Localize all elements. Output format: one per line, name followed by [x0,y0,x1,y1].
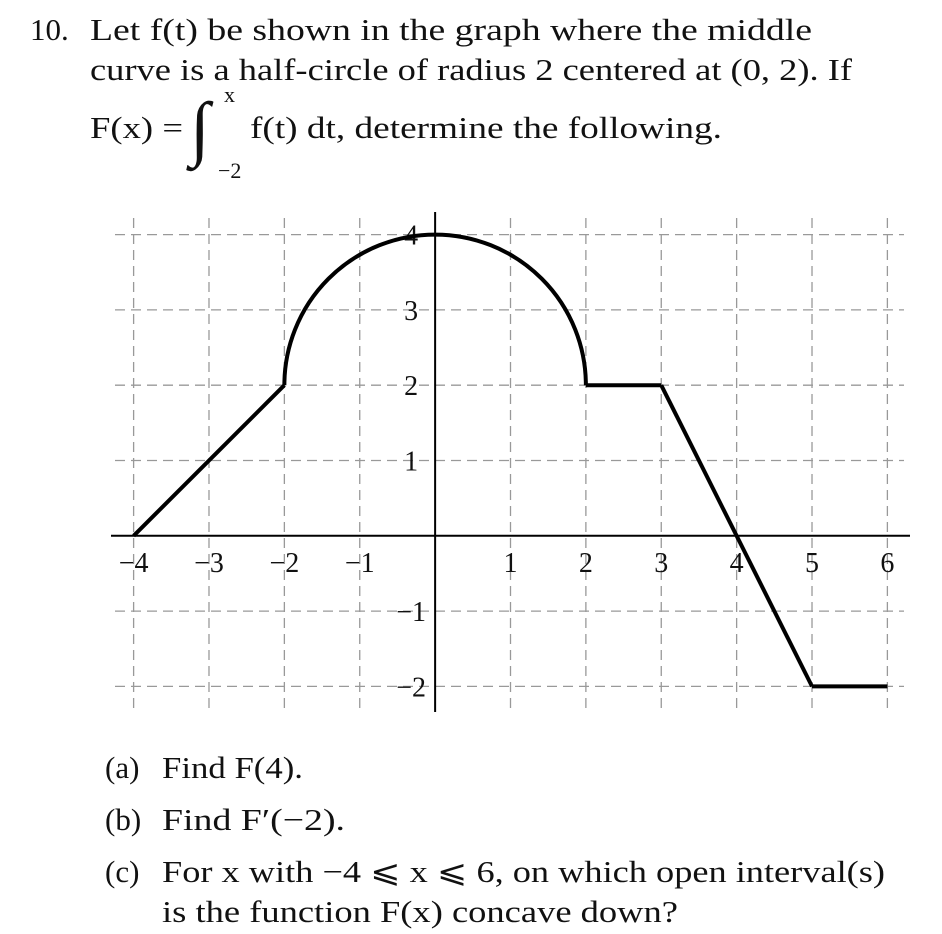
part-text: Find F(4). [162,750,303,785]
x-tick-label: −4 [119,548,149,579]
x-tick-label: −1 [345,548,375,579]
x-tick-label: 3 [654,548,668,579]
curve-segment [659,384,814,688]
integral-rest: f(t) dt, determine the following. [250,110,722,145]
half-circle [282,233,588,386]
y-tick-label: 3 [404,296,418,327]
problem-line: Let f(t) be shown in the graph where the… [90,12,812,47]
part-text: Find F′(−2). [162,802,345,837]
x-tick-label: −2 [269,548,299,579]
part-label: (c) [105,854,139,889]
part-text: For x with −4 ⩽ x ⩽ 6, on which open int… [162,854,885,889]
problem-number: 10. [30,12,69,47]
integral-lower: −2 [218,158,241,183]
y-tick-label: −1 [396,597,426,628]
part-label: (b) [105,802,141,837]
x-tick-label: 4 [730,548,744,579]
part-label: (a) [105,750,139,785]
x-tick-label: 5 [805,548,819,579]
x-tick-label: 2 [579,548,593,579]
x-tick-label: 1 [504,548,518,579]
y-tick-label: −2 [396,672,426,703]
curve-segment [132,383,286,538]
y-tick-label: 1 [404,447,418,478]
integral-lhs: F(x) = [90,110,183,145]
y-tick-label: 2 [404,371,418,402]
integral-sign: ∫ [186,88,214,172]
part-text: is the function F(x) concave down? [162,894,678,929]
integral-upper: x [224,82,235,107]
problem-line: curve is a half-circle of radius 2 cente… [90,52,853,87]
x-tick-label: −3 [194,548,224,579]
x-tick-label: 6 [880,548,894,579]
